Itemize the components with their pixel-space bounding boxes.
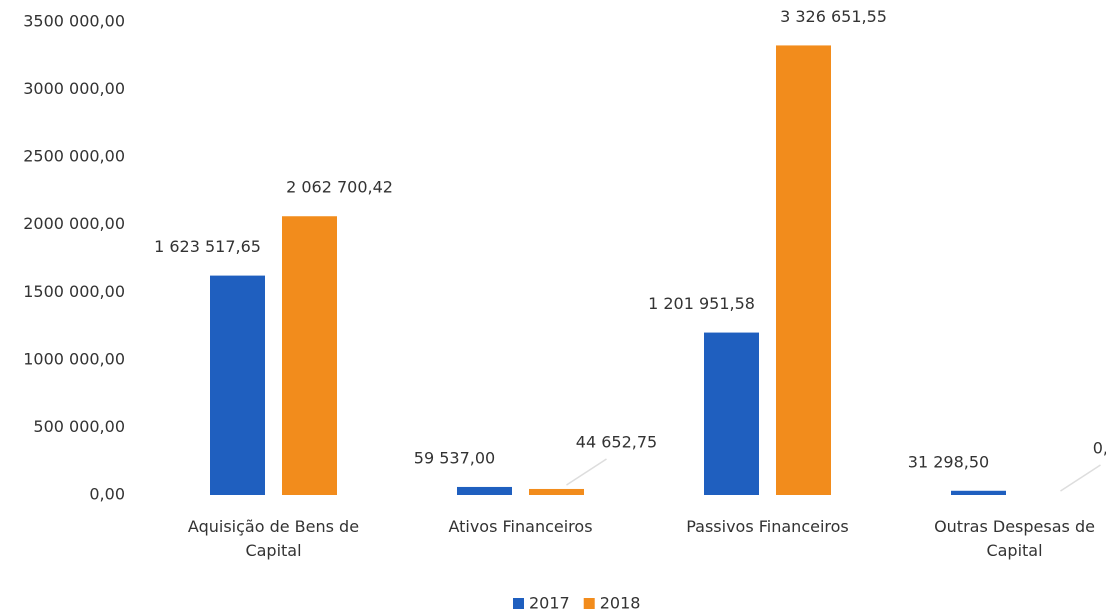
data-label: 44 652,75 [576,432,657,451]
y-tick-label: 500 000,00 [33,417,125,436]
legend-label: 2018 [600,594,641,612]
legend-swatch [513,598,524,609]
leader-line [1060,464,1101,492]
x-tick-label: Passivos Financeiros [686,517,849,536]
y-tick-label: 0,00 [89,485,125,504]
data-label: 1 201 951,58 [648,294,755,313]
bar [529,488,584,495]
y-tick-label: 3000 000,00 [23,79,125,98]
bar [457,486,512,495]
x-tick-label: Aquisição de Bens de Capital [188,517,359,560]
data-label: 2 062 700,42 [286,178,393,197]
bar [704,332,759,495]
y-tick-label: 1500 000,00 [23,282,125,301]
data-label: 59 537,00 [414,448,495,467]
y-tick-label: 2000 000,00 [23,214,125,233]
bar [951,490,1006,495]
bar [776,45,831,495]
legend-swatch [583,598,595,609]
bar [282,216,337,495]
x-tick-label: Ativos Financeiros [448,517,592,536]
bar [210,275,265,495]
data-label: 0,00 [1093,439,1106,458]
y-tick-label: 3500 000,00 [23,12,125,31]
y-tick-label: 1000 000,00 [23,349,125,368]
x-tick-label: Outras Despesas de Capital [934,517,1095,560]
data-label: 1 623 517,65 [154,237,261,256]
leader-line [566,458,607,486]
data-label: 3 326 651,55 [780,7,887,26]
legend-label: 2017 [529,594,570,612]
data-label: 31 298,50 [908,452,989,471]
y-tick-label: 2500 000,00 [23,147,125,166]
